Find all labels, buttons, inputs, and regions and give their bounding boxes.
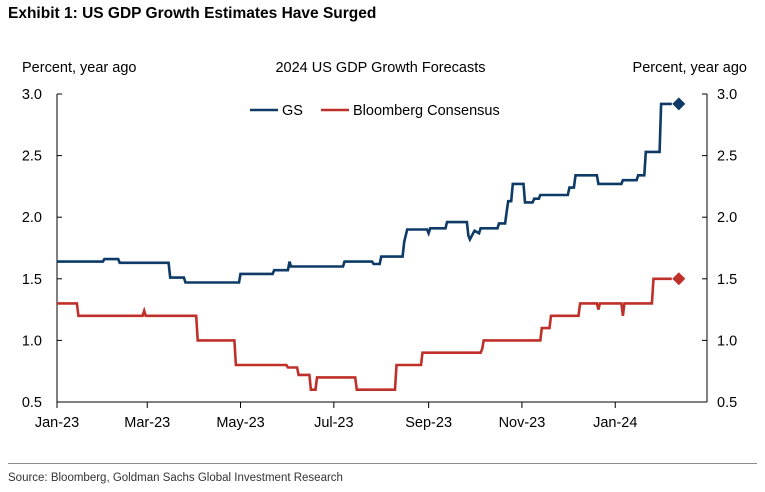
y-tick-label-right: 3.0 [717,87,737,103]
source-note: Source: Bloomberg, Goldman Sachs Global … [8,472,343,484]
x-tick-label: Jan-23 [35,415,79,431]
y-tick-label-right: 1.5 [717,272,737,288]
exhibit-title: Exhibit 1: US GDP Growth Estimates Have … [8,5,377,22]
left-axis-caption: Percent, year ago [22,60,137,76]
y-tick-label-left: 3.0 [22,87,42,103]
x-tick-label: Mar-23 [124,415,170,431]
x-tick-label: Jul-23 [314,415,354,431]
y-tick-label-left: 1.5 [22,272,42,288]
x-tick-label: May-23 [216,415,264,431]
y-tick-label-right: 2.0 [717,210,737,226]
series-line-gs [57,102,672,284]
y-tick-label-right: 2.5 [717,149,737,165]
y-tick-label-right: 1.0 [717,333,737,349]
x-tick-label: Jan-24 [593,415,637,431]
series-marker-bloomberg [672,272,686,286]
x-tick-label: Nov-23 [499,415,546,431]
y-tick-label-left: 1.0 [22,333,42,349]
right-axis-caption: Percent, year ago [632,60,747,76]
chart-title: 2024 US GDP Growth Forecasts [275,60,486,76]
legend-label: Bloomberg Consensus [353,103,500,119]
y-tick-label-left: 2.0 [22,210,42,226]
series-line-bloomberg [57,277,672,391]
series-marker-gs [672,97,686,111]
legend-label: GS [282,103,303,119]
y-tick-label-left: 2.5 [22,149,42,165]
x-tick-label: Sep-23 [405,415,452,431]
divider-line [8,463,757,464]
y-tick-label-left: 0.5 [22,395,42,411]
y-tick-label-right: 0.5 [717,395,737,411]
